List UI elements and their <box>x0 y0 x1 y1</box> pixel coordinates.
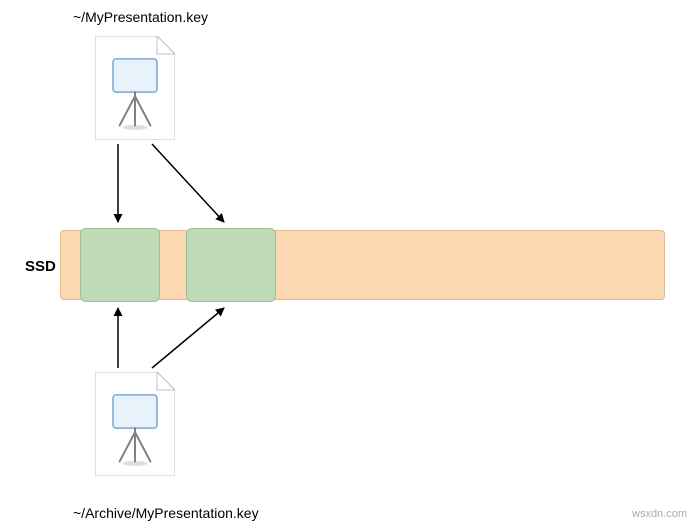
watermark-text: wsxdn.com <box>632 508 687 520</box>
arrows-layer <box>0 0 700 525</box>
